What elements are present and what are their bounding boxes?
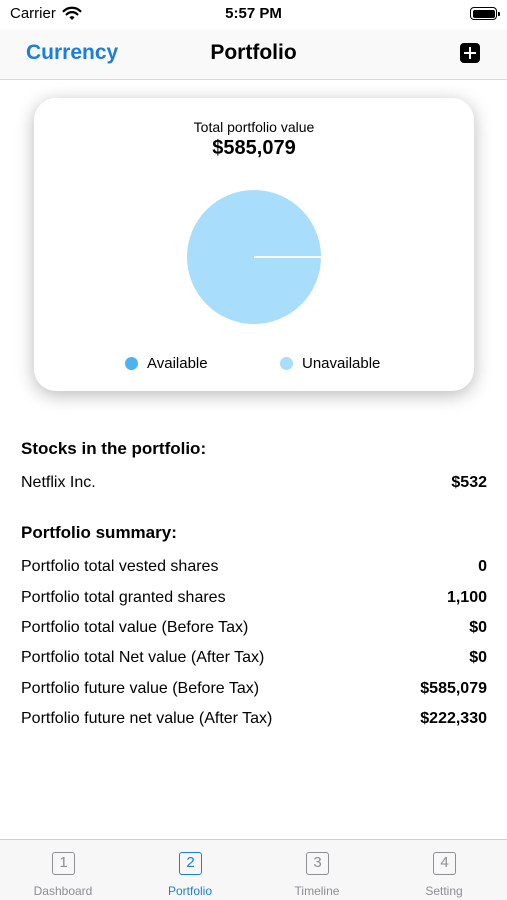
- add-square-icon[interactable]: [460, 43, 480, 63]
- summary-row-label: Portfolio total vested shares: [21, 558, 219, 575]
- square-3-icon: 3: [306, 852, 329, 875]
- tab-label: Setting: [425, 884, 463, 898]
- square-4-icon: 4: [433, 852, 456, 875]
- tab-label: Portfolio: [167, 884, 213, 898]
- tab-dashboard[interactable]: 1 Dashboard: [0, 840, 126, 900]
- carrier-label: Carrier: [10, 5, 56, 22]
- tab-label: Timeline: [294, 884, 340, 898]
- navigation-bar: Currency Portfolio: [0, 30, 507, 80]
- summary-row-granted-shares: Portfolio total granted shares 1,100: [21, 589, 487, 607]
- status-bar: Carrier 5:57 PM: [0, 0, 507, 30]
- summary-row-value: 0: [478, 558, 487, 575]
- total-value-label: Total portfolio value: [193, 119, 315, 135]
- square-1-icon: 1: [52, 852, 75, 875]
- summary-row-label: Portfolio total Net value (After Tax): [21, 649, 265, 666]
- summary-row-value: $222,330: [420, 710, 487, 727]
- summary-row-value: $0: [469, 649, 487, 666]
- total-value-amount: $585,079: [212, 137, 296, 159]
- tab-portfolio[interactable]: 2 Portfolio: [127, 840, 253, 900]
- legend-available-dot: [125, 357, 138, 370]
- stock-value: $532: [451, 474, 487, 491]
- summary-row-label: Portfolio total value (Before Tax): [21, 619, 249, 636]
- stocks-section-title: Stocks in the portfolio:: [21, 439, 207, 458]
- summary-row-vested-shares: Portfolio total vested shares 0: [21, 558, 487, 576]
- summary-row-label: Portfolio total granted shares: [21, 589, 226, 606]
- summary-row-future-value: Portfolio future value (Before Tax) $585…: [21, 680, 487, 698]
- status-time: 5:57 PM: [225, 5, 282, 22]
- legend-available: Available: [125, 355, 208, 372]
- portfolio-pie-chart: [187, 190, 321, 324]
- currency-button[interactable]: Currency: [26, 41, 119, 64]
- tab-timeline[interactable]: 3 Timeline: [254, 840, 380, 900]
- tab-bar: 1 Dashboard 2 Portfolio 3 Timeline 4 Set…: [0, 839, 507, 900]
- legend-unavailable-label: Unavailable: [302, 355, 381, 372]
- stock-name: Netflix Inc.: [21, 474, 96, 491]
- summary-row-value: $0: [469, 619, 487, 636]
- summary-row-total-net-value: Portfolio total Net value (After Tax) $0: [21, 649, 487, 667]
- summary-row-label: Portfolio future net value (After Tax): [21, 710, 273, 727]
- wifi-icon: [62, 6, 82, 20]
- legend-unavailable: Unavailable: [280, 355, 380, 372]
- battery-icon: [470, 7, 500, 20]
- portfolio-value-card: Total portfolio value $585,079 Available…: [34, 98, 474, 391]
- square-2-icon: 2: [179, 852, 202, 875]
- legend-unavailable-dot: [280, 357, 293, 370]
- legend-available-label: Available: [147, 355, 208, 372]
- stock-row-netflix[interactable]: Netflix Inc. $532: [21, 474, 487, 492]
- tab-setting[interactable]: 4 Setting: [381, 840, 507, 900]
- summary-row-value: $585,079: [420, 680, 487, 697]
- summary-row-label: Portfolio future value (Before Tax): [21, 680, 260, 697]
- summary-row-value: 1,100: [446, 589, 487, 606]
- summary-section-title: Portfolio summary:: [21, 523, 177, 542]
- tab-label: Dashboard: [33, 884, 93, 898]
- summary-row-total-value: Portfolio total value (Before Tax) $0: [21, 619, 487, 637]
- summary-row-future-net-value: Portfolio future net value (After Tax) $…: [21, 710, 487, 728]
